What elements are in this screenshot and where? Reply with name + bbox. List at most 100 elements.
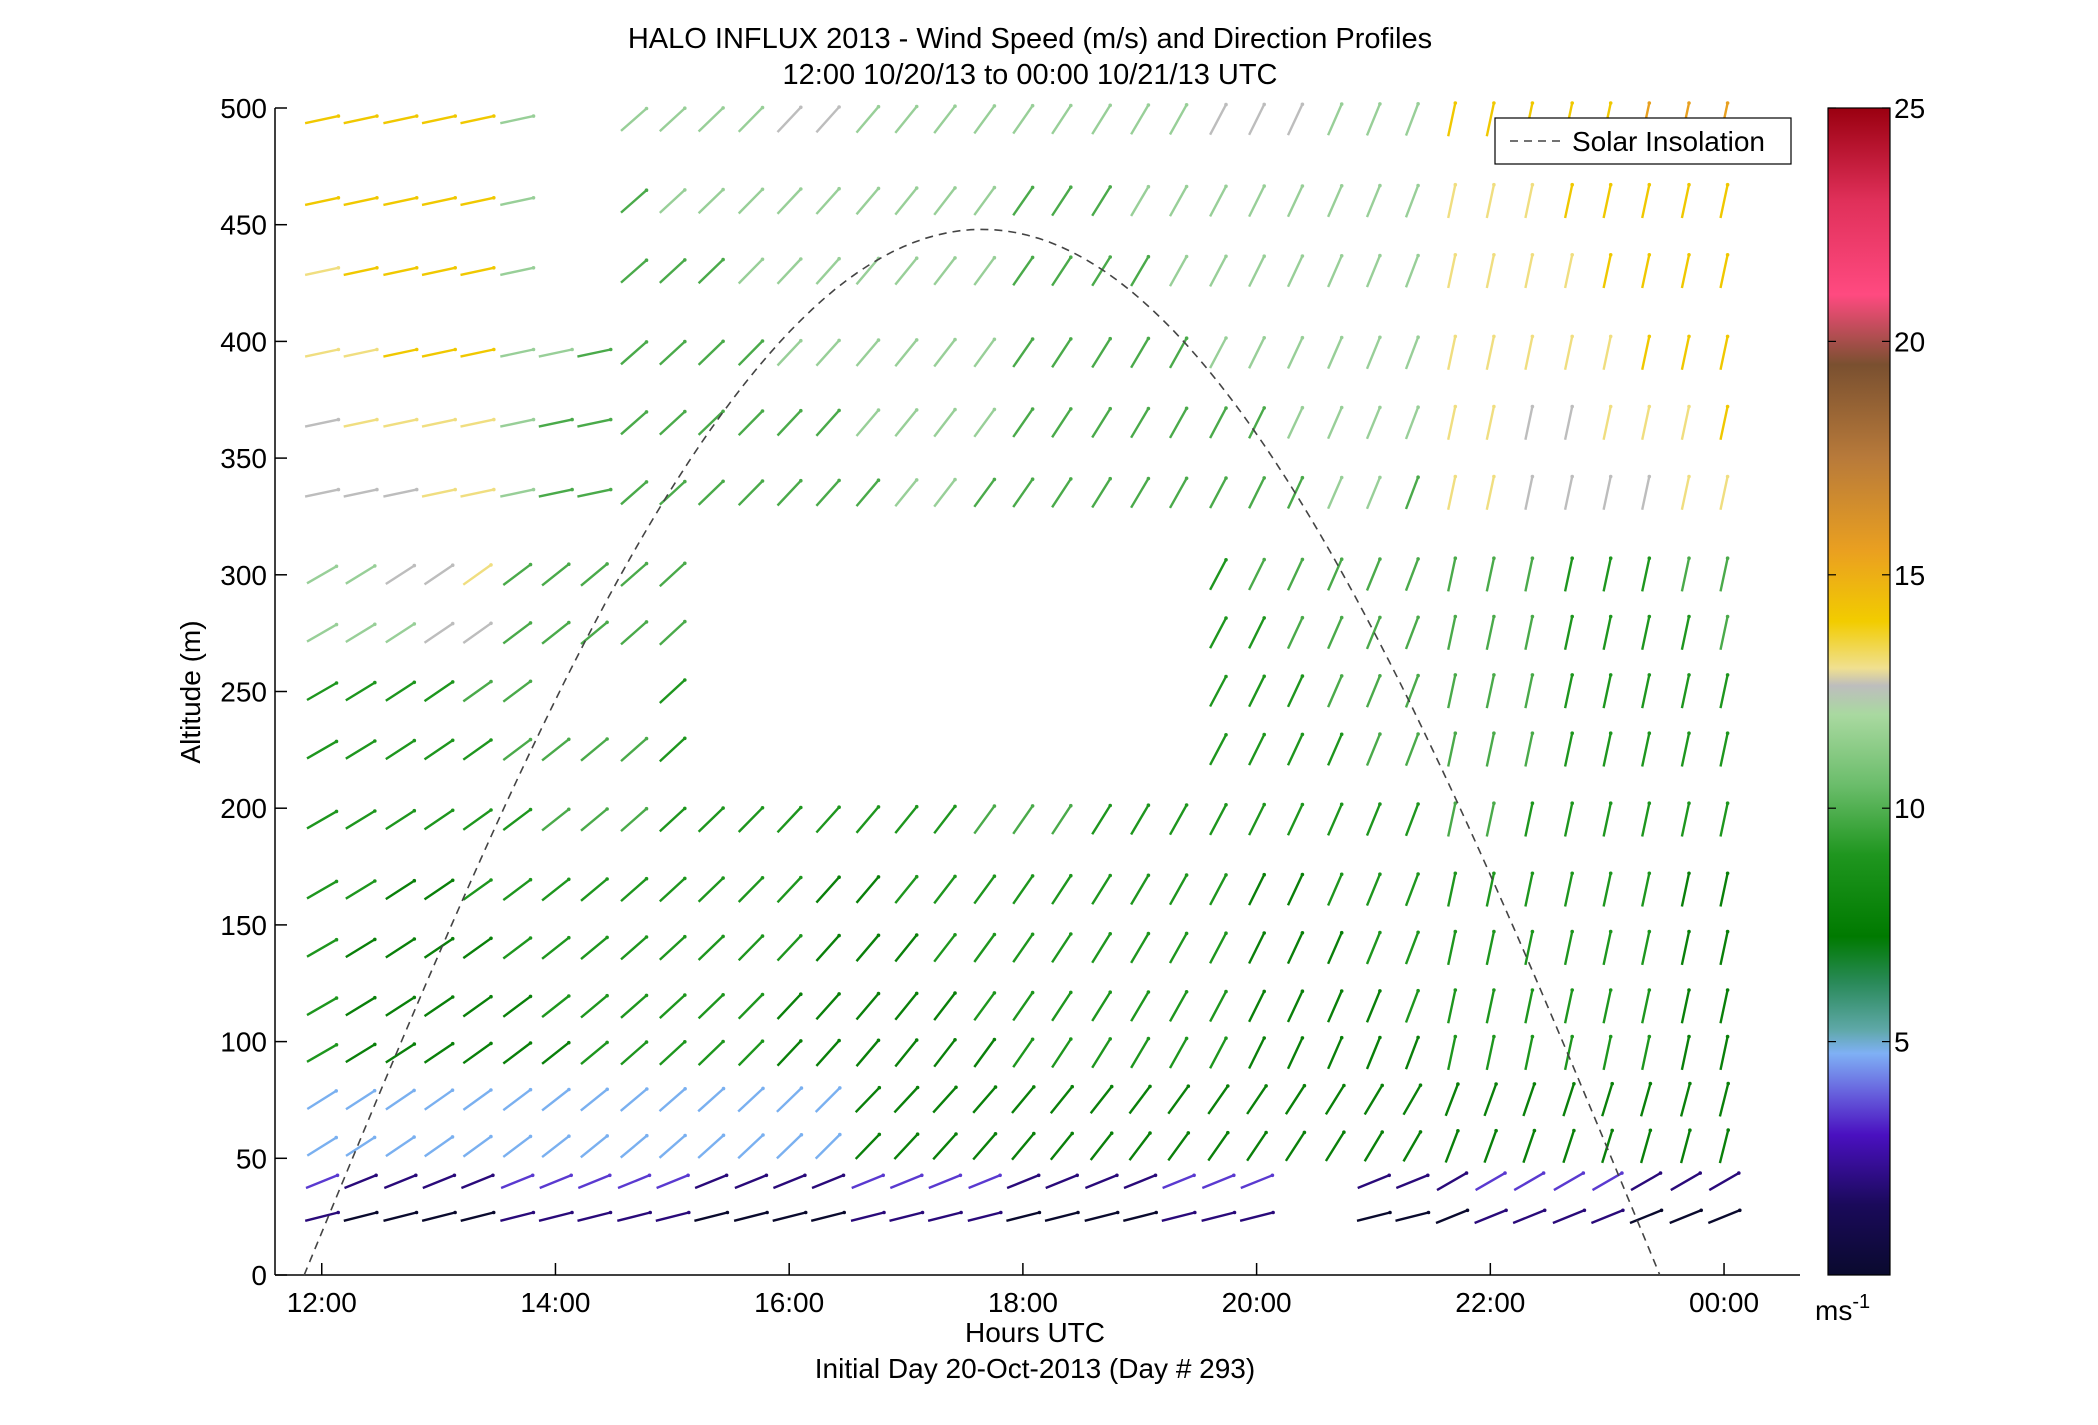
wind-arrow (1168, 991, 1188, 1022)
wind-arrow (697, 993, 724, 1020)
wind-arrow-head (1342, 1083, 1346, 1088)
wind-arrow (855, 479, 880, 507)
wind-arrow-head (375, 487, 379, 492)
wind-arrow (933, 934, 956, 963)
wind-arrow (1286, 873, 1304, 906)
wind-arrow-head (1647, 988, 1652, 992)
wind-arrow (972, 1086, 997, 1114)
wind-arrow (385, 1136, 415, 1158)
wind-arrow-head (1146, 873, 1151, 878)
wind-arrow (776, 188, 802, 215)
wind-arrow (1091, 1038, 1112, 1069)
wind-arrow (973, 933, 996, 963)
wind-arrow (1602, 989, 1612, 1024)
wind-arrow (343, 114, 378, 125)
wind-arrow-head (1380, 1130, 1384, 1134)
wind-arrow-head (1725, 253, 1730, 257)
wind-arrow-head (1530, 474, 1535, 479)
wind-arrow-head (1608, 871, 1613, 876)
wind-arrow (1006, 1211, 1040, 1222)
wind-arrow-head (570, 487, 574, 492)
wind-arrow-head (1184, 803, 1189, 807)
wind-arrow-head (1184, 184, 1189, 189)
wind-arrow (345, 1136, 376, 1157)
wind-arrow (1012, 408, 1034, 438)
wind-arrow-head (1647, 334, 1652, 339)
wind-arrow-head (412, 622, 417, 626)
wind-arrow-head (1687, 871, 1691, 876)
wind-arrow-head (644, 876, 649, 881)
wind-arrow-head (1456, 1082, 1460, 1086)
wind-arrow (697, 480, 724, 506)
wind-arrow (1248, 407, 1266, 439)
wind-arrow (1524, 873, 1534, 907)
wind-arrow (306, 810, 338, 830)
wind-arrow-head (1300, 102, 1305, 107)
wind-arrow-head (644, 480, 649, 484)
wind-arrow-head (914, 186, 919, 190)
wind-arrow-head (1108, 185, 1112, 189)
wind-arrow-head (1621, 1208, 1625, 1213)
wind-arrow (1563, 184, 1574, 219)
wind-arrow-head (999, 1210, 1003, 1215)
wind-arrow-head (1378, 183, 1382, 188)
wind-arrow-head (920, 1210, 925, 1215)
wind-arrow-head (1300, 802, 1305, 807)
wind-arrow (1679, 1083, 1692, 1117)
wind-arrow-head (1530, 871, 1535, 876)
wind-arrow-head (799, 992, 803, 996)
wind-arrow (776, 876, 802, 904)
wind-arrow (1130, 186, 1150, 217)
wind-arrow (306, 740, 338, 760)
wind-arrow (383, 114, 417, 125)
wind-arrow-head (1570, 731, 1574, 735)
wind-arrow-head (373, 564, 377, 568)
y-tick-label: 50 (236, 1143, 267, 1174)
wind-arrow-head (1146, 1036, 1151, 1041)
wind-arrow (422, 1174, 455, 1190)
wind-arrow-head (803, 1173, 807, 1178)
wind-arrow (1485, 406, 1496, 440)
wind-arrow-head (1262, 674, 1266, 679)
wind-arrow (619, 1088, 648, 1112)
wind-arrow (1091, 874, 1112, 905)
wind-arrow-head (837, 256, 841, 261)
wind-arrow-head (761, 1086, 765, 1091)
wind-arrow-head (1069, 1037, 1073, 1041)
wind-arrow (1447, 732, 1457, 767)
wind-arrow-head (683, 339, 687, 344)
wind-arrow-head (876, 991, 881, 996)
wind-arrow (385, 564, 415, 586)
wind-arrow (737, 258, 764, 285)
wind-arrow (502, 738, 532, 762)
wind-arrow (1286, 675, 1304, 708)
wind-arrow (928, 1174, 961, 1190)
wind-arrow-head (837, 805, 841, 809)
wind-arrow (1563, 254, 1574, 289)
wind-arrow-head (1530, 253, 1535, 257)
wind-arrow (1049, 1132, 1074, 1161)
wind-arrow-head (1262, 476, 1266, 480)
wind-arrow-head (1542, 1208, 1547, 1213)
wind-arrow (306, 1043, 338, 1063)
wind-arrow-head (1030, 477, 1035, 482)
wind-arrow-head (1146, 406, 1151, 411)
wind-arrow-head (1262, 102, 1266, 107)
wind-arrow (620, 994, 648, 1019)
wind-arrow (658, 340, 686, 366)
wind-arrow (1669, 1209, 1702, 1225)
wind-arrow-head (414, 114, 419, 118)
wind-arrow (1402, 1084, 1422, 1116)
wind-arrow-head (683, 409, 687, 414)
wind-arrow-head (1146, 990, 1151, 994)
wind-arrow-head (605, 877, 609, 881)
wind-arrow (1562, 1083, 1576, 1117)
wind-arrow-head (687, 1210, 691, 1215)
wind-arrow-head (1036, 1173, 1041, 1178)
wind-arrow-head (1186, 1131, 1191, 1135)
wind-arrow (1447, 674, 1457, 709)
wind-arrow-head (1339, 102, 1344, 106)
wind-arrow (894, 479, 918, 508)
wind-arrow-head (953, 933, 957, 937)
wind-arrow (776, 339, 802, 367)
